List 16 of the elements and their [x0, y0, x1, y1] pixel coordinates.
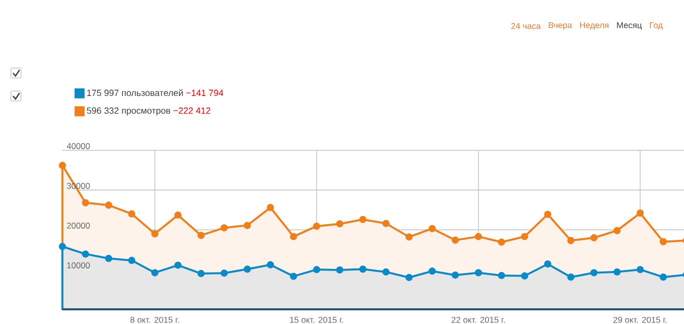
text: Месяц — [617, 22, 642, 30]
y-tick-label: 20000 — [67, 222, 90, 229]
y-tick-label: 40000 — [66, 143, 90, 150]
y-tick-label: 10000 — [67, 262, 90, 268]
text: Вчера — [548, 22, 572, 30]
x-tick-label: 22 окт. 2015 г. — [452, 316, 505, 323]
text: 24 часа — [511, 23, 541, 29]
text: Год — [650, 22, 663, 30]
x-tick-label: 15 окт. 2015 г. — [290, 316, 344, 323]
legend-label: 596 332 просмотров — [86, 107, 170, 116]
x-tick-label: 8 окт. 2015 г. — [130, 316, 179, 323]
legend-label: 175 997 пользователей — [87, 89, 183, 96]
text: Неделя — [580, 22, 608, 30]
text: −141 794 — [186, 90, 224, 96]
x-tick-label: 29 окт. 2015 г. — [613, 316, 667, 323]
text: −222 412 — [174, 107, 210, 114]
